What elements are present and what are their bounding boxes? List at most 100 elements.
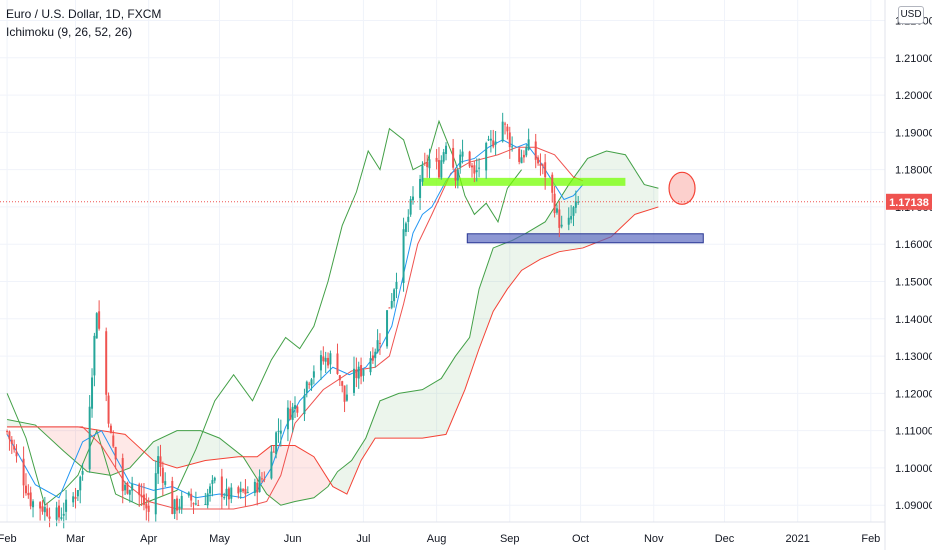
candle-down [426,162,429,168]
candle-down [237,487,240,494]
candle-down [541,164,544,166]
candle-up [324,357,327,362]
last-price-label: 1.17138 [889,197,929,209]
candle-down [22,458,25,486]
candle-up [459,154,462,168]
candle-down [336,353,339,374]
candle-up [91,377,94,409]
y-tick-label: 1.09000 [895,500,932,512]
candle-up [277,430,280,432]
candle-up [124,484,127,491]
candle-up [93,335,96,376]
candle-up [494,141,497,145]
candle-down [24,485,27,494]
candle-down [388,307,391,309]
candle-up [180,495,183,509]
candle-up [65,499,68,512]
candle-down [522,154,525,158]
candle-up [527,139,530,150]
candle-up [407,216,410,222]
candle-up [567,217,570,225]
candle-up [43,506,46,513]
y-tick-label: 1.19000 [895,127,932,139]
indicator-title[interactable]: Ichimoku (9, 26, 52, 26) [6,25,133,39]
candle-up [178,506,181,509]
candle-down [10,439,13,444]
candle-up [206,493,209,506]
candle-down [48,516,51,519]
candle-down [121,458,124,492]
candle-up [253,481,256,493]
support-zone [466,233,704,244]
candle-up [279,430,282,434]
candle-up [489,138,492,141]
candle-down [355,369,358,379]
candle-up [239,488,242,493]
candle-up [154,473,157,515]
candle-up [164,481,167,485]
candle-up [353,368,355,393]
candle-down [473,165,476,174]
candle-up [570,216,573,220]
candle-up [131,483,134,491]
candle-up [357,366,360,379]
candle-down [452,147,455,168]
ichimoku-span-b [7,206,659,495]
candle-down [58,505,60,518]
candle-up [76,490,79,497]
candle-down [13,446,16,450]
symbol-title[interactable]: Euro / U.S. Dollar, 1D, FXCM [6,7,162,21]
grid [0,0,885,522]
candle-up [258,476,261,492]
candle-down [539,163,542,166]
candle-up [187,492,190,496]
candle-up [487,139,490,141]
candle-down [105,331,108,395]
cloud-bullish [330,151,659,495]
y-tick-label: 1.16000 [895,239,932,251]
x-tick-label: Apr [140,533,157,545]
ichimoku-conversion-line [6,139,584,499]
candle-down [468,151,471,167]
x-tick-label: Oct [572,533,589,545]
candle-up [442,152,445,162]
candle-down [343,385,346,402]
candle-up [305,381,308,393]
candle-up [345,394,348,401]
candle-down [15,451,18,457]
candle-up [577,201,580,203]
candle-up [402,229,405,284]
candle-down [227,488,230,500]
x-tick-label: Aug [427,533,447,545]
candle-up [319,355,322,371]
candle-up [291,406,294,421]
candle-up [395,281,398,290]
x-tick-label: Feb [861,533,880,545]
candle-down [423,162,426,164]
candle-up [362,369,365,376]
y-tick-label: 1.10000 [895,463,932,475]
candle-down [220,476,223,497]
y-tick-label: 1.13000 [895,351,932,363]
candle-up [81,471,84,475]
candle-up [88,406,91,470]
currency-badge[interactable]: USD [898,6,924,24]
candle-up [572,207,575,216]
candle-up [95,313,98,339]
y-tick-label: 1.14000 [895,314,932,326]
candle-up [312,371,315,378]
candle-down [435,157,438,162]
candle-up [501,121,504,142]
candle-down [107,395,110,424]
candle-up [393,289,396,302]
candle-down [260,478,263,480]
candle-down [504,123,507,125]
candle-up [440,160,443,178]
candle-down [145,503,148,509]
candle-up [128,489,131,495]
candle-up [72,496,75,503]
candle-down [371,355,374,361]
y-tick-label: 1.21000 [895,53,932,65]
candle-up [525,147,528,156]
